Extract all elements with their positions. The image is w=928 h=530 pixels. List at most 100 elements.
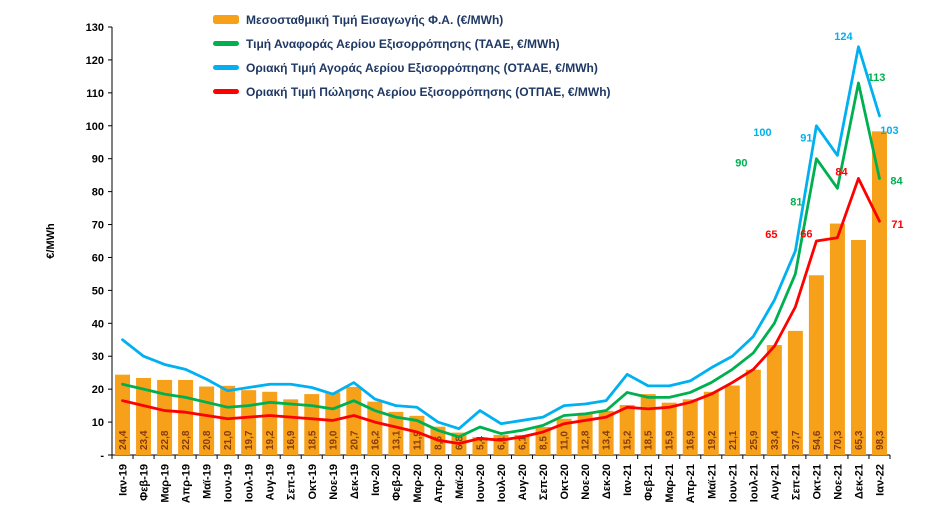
bar-value-label: 8,6 bbox=[433, 436, 444, 450]
bar-value-label: 16,9 bbox=[286, 430, 297, 450]
import-price-bar bbox=[766, 345, 782, 455]
line-point-label: 103 bbox=[880, 125, 898, 137]
x-category-label: Οκτ-19 bbox=[307, 464, 319, 500]
y-tick-label: 10 bbox=[92, 417, 104, 429]
import-price-bar bbox=[682, 399, 698, 455]
bar-value-label: 21,0 bbox=[223, 430, 234, 450]
import-price-bar bbox=[115, 374, 131, 455]
import-price-bar bbox=[262, 391, 278, 455]
import-price-bar bbox=[787, 330, 803, 455]
x-category-label: Δεκ-19 bbox=[349, 464, 361, 499]
x-category-label: Ιαν-20 bbox=[370, 464, 382, 496]
x-category-label: Μαρ-19 bbox=[160, 464, 172, 503]
import-price-bar bbox=[577, 412, 593, 455]
x-category-label: Νοε-21 bbox=[832, 464, 844, 500]
import-price-bar bbox=[724, 385, 740, 455]
y-axis-title: €/MWh bbox=[45, 223, 57, 259]
x-category-label: Μαϊ-20 bbox=[454, 464, 466, 499]
import-price-bar bbox=[472, 437, 488, 455]
x-category-label: Νοε-19 bbox=[328, 464, 340, 500]
x-category-label: Αυγ-21 bbox=[769, 464, 781, 500]
import-price-bar bbox=[556, 418, 572, 455]
x-category-label: Μαϊ-19 bbox=[202, 464, 214, 499]
y-tick-label: - bbox=[100, 450, 104, 462]
import-price-bar bbox=[157, 379, 173, 455]
otpae-line bbox=[121, 177, 881, 445]
bar-value-label: 15,2 bbox=[623, 430, 634, 450]
x-category-label: Οκτ-21 bbox=[811, 464, 823, 500]
bar-value-label: 16,9 bbox=[686, 430, 697, 450]
legend-swatch bbox=[213, 41, 239, 46]
y-tick-label: 40 bbox=[92, 318, 104, 330]
x-category-label: Μαρ-21 bbox=[664, 464, 676, 503]
y-tick-label: 120 bbox=[86, 55, 104, 67]
line-point-label: 84 bbox=[835, 166, 848, 178]
bar-value-label: 5,4 bbox=[475, 436, 486, 450]
x-category-label: Μαϊ-21 bbox=[706, 464, 718, 499]
import-price-bar bbox=[136, 377, 152, 455]
import-price-bar bbox=[598, 410, 614, 455]
bar-value-label: 25,9 bbox=[749, 430, 760, 450]
bar-value-label: 98,3 bbox=[875, 430, 886, 450]
import-price-bar bbox=[703, 391, 719, 455]
x-category-label: Ιαν-21 bbox=[622, 464, 634, 496]
x-category-label: Απρ-21 bbox=[685, 464, 697, 503]
bar-value-label: 24,4 bbox=[118, 430, 129, 450]
line-point-label: 124 bbox=[834, 31, 853, 43]
y-tick-label: 110 bbox=[86, 88, 104, 100]
bar-value-label: 37,7 bbox=[791, 430, 802, 450]
legend-swatch bbox=[213, 65, 239, 70]
legend-swatch bbox=[213, 15, 239, 24]
x-category-label: Σεπ-21 bbox=[790, 464, 802, 500]
bar-value-label: 11,9 bbox=[412, 431, 423, 450]
import-price-bar bbox=[619, 404, 635, 455]
line-point-label: 71 bbox=[891, 219, 903, 231]
taae-line bbox=[121, 81, 881, 439]
bar-value-label: 20,7 bbox=[349, 430, 360, 450]
legend-swatch bbox=[213, 89, 239, 94]
bar-value-label: 19,2 bbox=[265, 430, 276, 450]
bar-value-label: 19,2 bbox=[707, 430, 718, 450]
x-category-label: Ιουλ-21 bbox=[748, 464, 760, 502]
bar-value-label: 19,0 bbox=[328, 430, 339, 450]
bar-value-label: 6,1 bbox=[518, 436, 529, 450]
y-tick-label: 80 bbox=[92, 187, 104, 199]
y-tick-label: 130 bbox=[86, 22, 104, 34]
bar-value-label: 33,4 bbox=[770, 430, 781, 450]
bar-value-label: 16,2 bbox=[370, 430, 381, 450]
x-category-label: Απρ-20 bbox=[433, 464, 445, 503]
bar-value-label: 19,7 bbox=[244, 430, 255, 450]
legend-label: Μεσοσταθμική Τιμή Εισαγωγής Φ.Α. (€/MWh) bbox=[246, 13, 503, 27]
import-price-bar bbox=[745, 369, 761, 455]
otaae-line bbox=[121, 45, 881, 431]
bar-value-label: 18,5 bbox=[644, 430, 655, 450]
bar-value-label: 21,1 bbox=[728, 430, 739, 450]
line-point-label: 65 bbox=[765, 229, 777, 241]
bar-value-label: 22,8 bbox=[160, 430, 171, 450]
y-tick-label: 60 bbox=[92, 252, 104, 264]
line-point-label: 66 bbox=[800, 229, 812, 241]
bar-value-label: 22,8 bbox=[181, 430, 192, 450]
x-category-label: Φεβ-20 bbox=[391, 464, 403, 501]
legend-label: Τιμή Αναφοράς Αερίου Εξισορρόπησης (ΤΑΑΕ… bbox=[246, 37, 560, 51]
x-category-label: Ιουν-21 bbox=[727, 464, 739, 502]
import-price-bar bbox=[808, 275, 824, 455]
legend-label: Οριακή Τιμή Πώλησης Αερίου Εξισορρόπησης… bbox=[246, 85, 611, 99]
import-price-bar bbox=[220, 385, 236, 455]
x-category-label: Φεβ-19 bbox=[139, 464, 151, 501]
bar-value-label: 11,0 bbox=[560, 431, 571, 450]
y-tick-label: 100 bbox=[86, 121, 104, 133]
x-category-label: Ιουλ-19 bbox=[244, 464, 256, 502]
x-category-label: Μαρ-20 bbox=[412, 464, 424, 503]
bar-value-label: 13,4 bbox=[602, 430, 613, 450]
x-category-label: Ιουλ-20 bbox=[496, 464, 508, 502]
y-tick-label: 90 bbox=[92, 154, 104, 166]
line-point-label: 90 bbox=[735, 158, 747, 170]
x-category-label: Δεκ-21 bbox=[853, 464, 865, 499]
x-category-label: Ιαν-22 bbox=[874, 464, 886, 496]
bar-value-label: 65,3 bbox=[854, 430, 865, 450]
line-point-label: 84 bbox=[890, 175, 903, 187]
y-tick-label: 20 bbox=[92, 384, 104, 396]
